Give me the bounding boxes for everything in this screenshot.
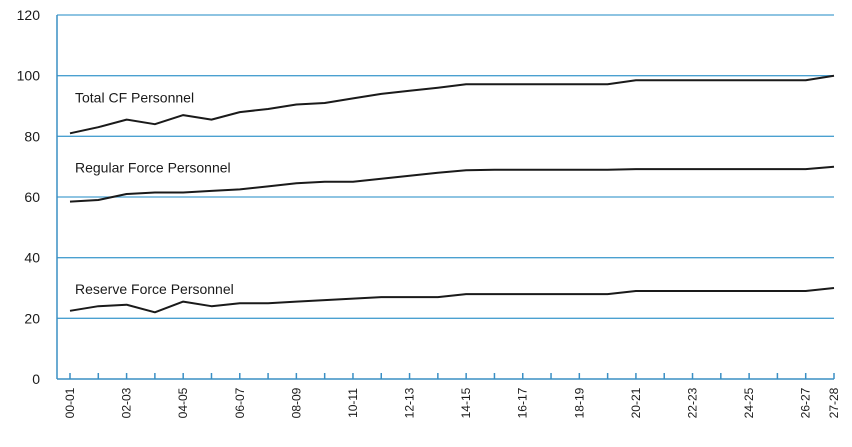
y-tick-label-80: 80: [24, 128, 40, 144]
series-line-reserve-force-personnel: [69, 287, 835, 314]
x-tick-label-04-05: 04-05: [176, 387, 190, 418]
series-label-regular-force-personnel: Regular Force Personnel: [75, 160, 231, 176]
y-tick-label-120: 120: [17, 7, 41, 23]
y-tick-label-0: 0: [32, 371, 40, 387]
x-tick-label-24-25: 24-25: [742, 387, 756, 418]
x-tick-label-14-15: 14-15: [459, 387, 473, 418]
series-labels: Total CF Personnel Regular Force Personne…: [75, 90, 234, 297]
x-tick-label-02-03: 02-03: [120, 387, 134, 418]
x-tick-label-10-11: 10-11: [346, 388, 360, 418]
x-tick-label-08-09: 08-09: [289, 387, 303, 418]
x-tick-label-20-21: 20-21: [629, 387, 643, 418]
y-tick-label-60: 60: [24, 189, 40, 205]
x-tick-labels: 00-01 02-03 04-05 06-07 08-09 10-11 12-13 14-15…: [63, 387, 841, 418]
axes: [56, 15, 835, 380]
x-tick-label-00-01: 00-01: [63, 387, 77, 418]
series-label-total-cf-personnel: Total CF Personnel: [75, 90, 194, 106]
x-tick-label-06-07: 06-07: [233, 387, 247, 418]
x-tick-label-16-17: 16-17: [516, 387, 530, 418]
x-tick-label-26-27: 26-27: [799, 387, 813, 418]
series-line-total-cf-personnel: [69, 74, 835, 135]
x-tick-label-12-13: 12-13: [403, 387, 417, 418]
x-tick-label-27-28: 27-28: [827, 387, 841, 418]
y-tick-label-100: 100: [17, 68, 41, 84]
y-tick-label-20: 20: [24, 310, 40, 326]
x-tick-label-22-23: 22-23: [686, 387, 700, 418]
y-tick-labels: 0 20 40 60 80 100 120: [17, 7, 41, 387]
x-tick-label-18-19: 18-19: [572, 387, 586, 418]
grid-lines: [57, 14, 834, 319]
series-line-regular-force-personnel: [69, 165, 835, 203]
series-lines: [69, 74, 835, 314]
y-tick-label-40: 40: [24, 250, 40, 266]
series-label-reserve-force-personnel: Reserve Force Personnel: [75, 281, 234, 297]
